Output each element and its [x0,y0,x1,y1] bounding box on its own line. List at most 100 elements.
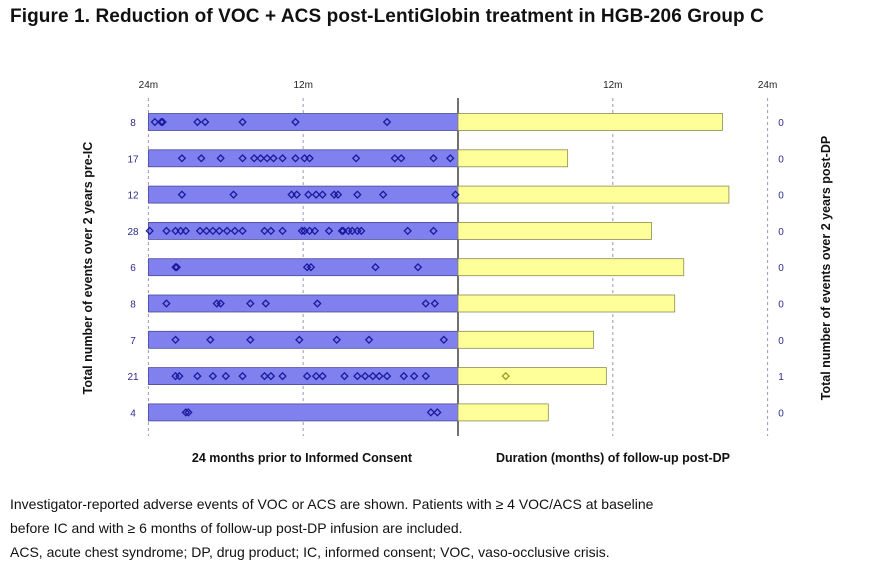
pre-ic-event-marker [304,190,313,199]
pre-ic-event-marker [421,371,430,381]
tick-label: 12m [603,80,622,91]
pre-ic-bar [147,294,459,313]
footnote-line-3: ACS, acute chest syndrome; DP, drug prod… [10,544,610,560]
pre-ic-event-marker [337,226,347,236]
pre-ic-event-marker [215,226,224,236]
post-dp-bar [457,294,676,313]
post-dp-count-label: 0 [778,263,784,274]
pre-ic-event-marker [353,190,362,199]
pre-ic-event-marker [292,190,301,199]
pre-ic-event-marker [158,117,167,127]
pre-ic-event-marker [206,335,215,345]
post-dp-count-label: 0 [778,300,784,311]
post-dp-bar [457,258,685,277]
pre-ic-event-marker [230,226,240,236]
pre-ic-event-marker [238,371,247,381]
post-dp-bar [457,185,730,204]
pre-ic-event-marker [202,226,211,236]
pre-ic-event-marker [429,226,438,236]
pre-ic-event-marker [382,117,392,127]
pre-ic-event-marker [430,299,439,308]
pre-ic-event-marker [340,371,349,381]
pre-ic-event-marker [318,190,327,199]
pre-ic-event-marker [413,262,423,272]
pre-ic-event-marker [311,190,321,199]
footnote-line-1: Investigator-reported adverse events of … [10,496,654,512]
markers-layer [145,117,510,417]
pre-ic-event-marker [184,408,193,417]
pre-ic-event-marker [162,299,171,308]
pre-ic-event-marker [278,154,287,163]
post-dp-count-label: 0 [778,191,784,202]
pre-ic-event-marker [302,371,312,381]
post-dp-count-label: 0 [778,118,784,129]
pre-ic-event-marker [278,226,287,236]
pre-ic-event-marker [171,335,180,345]
pre-ic-event-marker [291,154,300,163]
post-dp-event-marker [501,371,510,381]
pre-ic-event-marker [433,408,442,417]
figure-title: Figure 1. Reduction of VOC + ACS post-Le… [10,6,764,27]
pre-ic-bar [147,403,459,422]
footnote-line-2: before IC and with ≥ 6 months of follow-… [10,520,463,536]
post-dp-bar [457,367,607,386]
pre-ic-event-marker [278,371,287,381]
pre-ic-bar [147,185,459,204]
pre-ic-event-marker [208,226,218,236]
pre-ic-event-marker [238,226,247,236]
pre-ic-event-marker [260,226,269,236]
pre-ic-event-marker [221,371,231,381]
pre-ic-event-marker [266,371,276,381]
left-y-axis-label: Total number of events over 2 years pre-… [81,142,95,395]
pre-ic-event-marker [390,154,400,163]
pre-ic-event-marker [295,335,304,345]
right-y-axis-label: Total number of events over 2 years post… [819,136,833,400]
pre-ic-event-marker [310,226,320,236]
pre-ic-event-marker [368,371,378,381]
pre-ic-event-marker [382,371,392,381]
pre-ic-event-marker [311,371,321,381]
pre-ic-event-marker [421,299,430,308]
pre-ic-event-marker [216,154,225,163]
pre-ic-event-marker [175,371,184,381]
pre-ic-event-marker [429,154,438,163]
pre-ic-event-marker [332,335,341,345]
post-dp-bar [457,149,569,168]
pre-ic-event-marker [246,299,255,308]
pre-ic-count-label: 17 [127,154,139,165]
pre-ic-event-marker [297,226,307,236]
pre-ic-event-marker [269,154,278,163]
pre-ic-event-marker [313,299,322,308]
pre-ic-event-marker [318,371,327,381]
tick-label: 24m [758,80,777,91]
post-dp-count-label: 1 [778,372,784,383]
pre-ic-event-marker [426,408,436,417]
pre-ic-count-label: 8 [130,118,136,129]
post-dp-bar [457,403,549,422]
post-dp-bar [457,330,594,349]
post-dp-count-label: 0 [778,336,784,347]
pre-ic-count-label: 6 [130,263,136,274]
pre-ic-count-label: 8 [130,300,136,311]
pre-ic-event-marker [351,154,361,163]
pre-ic-event-marker [181,408,191,417]
pre-ic-bar [147,149,459,168]
pre-ic-event-marker [193,117,202,127]
pre-ic-count-label: 28 [127,227,139,238]
pre-ic-event-marker [177,154,187,163]
post-dp-count-label: 0 [778,227,784,238]
post-dp-count-label: 0 [778,408,784,419]
pre-ic-event-marker [305,154,314,163]
pre-ic-event-marker [360,371,370,381]
pre-ic-event-marker [324,226,334,236]
pre-ic-count-label: 7 [130,336,136,347]
tick-label: 12m [293,80,312,91]
pre-ic-event-marker [193,371,202,381]
pre-ic-event-marker [157,117,166,127]
pre-ic-event-marker [162,226,171,236]
post-dp-bar [457,221,652,240]
post-dp-bar [457,113,723,131]
pre-ic-event-marker [256,154,265,163]
pre-ic-event-marker [378,190,388,199]
pre-ic-event-marker [451,190,460,199]
